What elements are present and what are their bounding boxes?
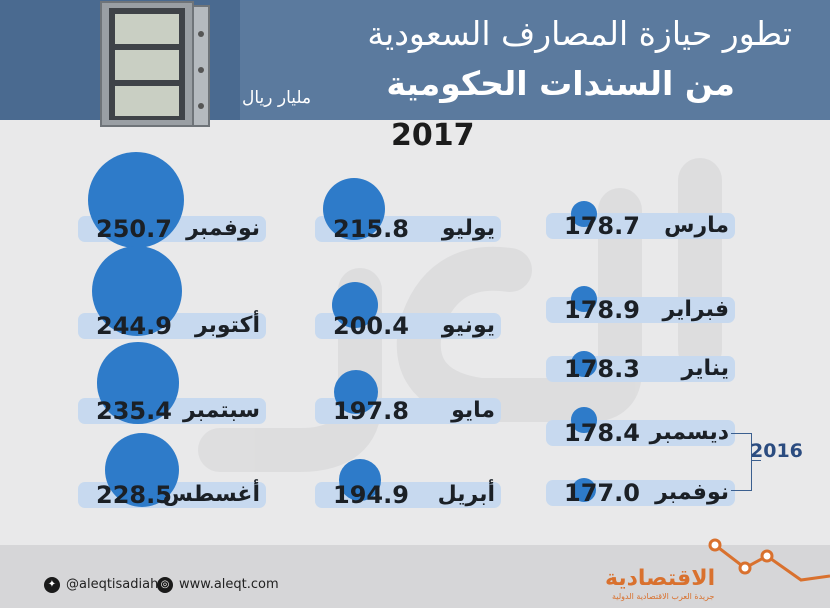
brand-logo: الاقتصادية — [605, 566, 716, 591]
footer-bar — [0, 545, 830, 608]
value-label: 200.4 — [333, 312, 409, 340]
month-label: مايو — [451, 398, 495, 423]
value-label: 235.4 — [96, 397, 172, 425]
month-label: يوليو — [441, 216, 495, 241]
month-label: أغسطس — [162, 482, 261, 507]
value-label: 197.8 — [333, 397, 409, 425]
month-label: ديسمبر — [649, 420, 729, 445]
value-bubble — [323, 178, 385, 240]
value-bubble — [97, 342, 179, 424]
month-label: أكتوبر — [194, 313, 260, 338]
year-2017-label: 2017 — [391, 118, 475, 153]
month-label: نوفمبر — [655, 480, 729, 505]
value-bubble — [91, 245, 183, 337]
value-label: 177.0 — [564, 479, 640, 507]
value-label: 215.8 — [333, 215, 409, 243]
twitter-icon[interactable]: ✦ — [44, 577, 60, 593]
value-bubble — [571, 201, 597, 227]
value-label: 250.7 — [96, 215, 172, 243]
value-label: 178.4 — [564, 419, 640, 447]
month-label: سبتمبر — [182, 398, 260, 423]
value-label: 194.9 — [333, 481, 409, 509]
month-label: يونيو — [441, 313, 495, 338]
month-label: مارس — [664, 213, 729, 238]
month-label: نوفمبر — [186, 216, 260, 241]
month-label: فبراير — [662, 297, 729, 322]
value-bubble — [572, 478, 596, 502]
value-label: 178.3 — [564, 355, 640, 383]
web-icon[interactable]: ◎ — [157, 577, 173, 593]
value-bubble — [339, 459, 381, 501]
year-2016-label: 2016 — [750, 440, 803, 462]
value-bubble — [104, 432, 180, 508]
value-bubble — [331, 281, 379, 329]
value-bubble — [571, 351, 597, 377]
brand-tagline: جريدة العرب الاقتصادية الدولية — [612, 592, 715, 601]
value-bubble — [88, 152, 184, 248]
twitter-handle[interactable]: @aleqtisadiah — [66, 577, 159, 592]
value-bubble — [571, 407, 597, 433]
value-bubble — [333, 369, 379, 415]
month-label: أبريل — [437, 482, 495, 507]
year-2016-bracket-tick — [751, 460, 761, 461]
year-2016-bracket — [731, 433, 752, 491]
chart-title-line2: من السندات الحكومية — [386, 64, 735, 103]
month-label: يناير — [681, 356, 729, 381]
website-link[interactable]: www.aleqt.com — [179, 577, 279, 592]
value-bubble — [571, 286, 597, 312]
value-label: 178.9 — [564, 296, 640, 324]
value-label: 244.9 — [96, 312, 172, 340]
unit-label: مليار ريال — [242, 88, 312, 108]
value-label: 178.7 — [564, 212, 640, 240]
value-label: 228.5 — [96, 481, 172, 509]
chart-title-line1: تطور حيازة المصارف السعودية — [367, 14, 792, 53]
trend-line-icon — [708, 538, 830, 582]
safe-icon — [100, 1, 210, 127]
